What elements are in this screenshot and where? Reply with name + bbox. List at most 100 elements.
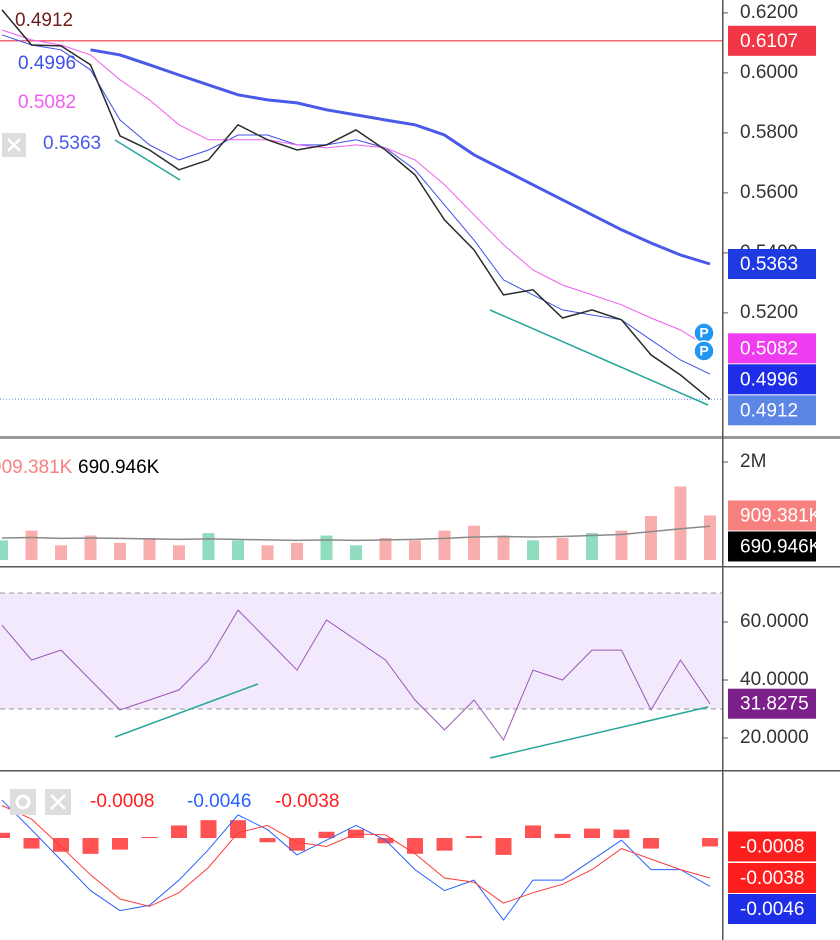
series-line	[90, 48, 711, 266]
histogram-bar	[702, 838, 718, 847]
histogram-bar	[0, 832, 10, 839]
volume-bar	[261, 545, 274, 560]
event-marker-label: P	[699, 325, 708, 341]
histogram-bar	[613, 829, 630, 839]
series-line	[1, 609, 711, 742]
histogram-bar	[436, 838, 453, 851]
volume-bar	[586, 533, 598, 560]
trend-line	[489, 309, 709, 406]
price-tag	[728, 862, 816, 893]
volume-bar	[704, 515, 716, 560]
volume-bar	[615, 530, 628, 560]
histogram-bar	[141, 837, 158, 839]
legend-value: 0.5082	[18, 92, 76, 113]
volume-bar	[202, 533, 215, 560]
volume-bar	[527, 540, 539, 560]
price-tag	[728, 893, 816, 924]
histogram-bar	[171, 825, 187, 839]
histogram-bar	[289, 838, 305, 851]
histogram-bar	[407, 838, 423, 854]
price-tag-label: 0.5363	[740, 254, 798, 275]
y-tick-label: 60.0000	[740, 611, 809, 632]
y-tick-label: 40.0000	[740, 669, 809, 690]
y-tick-label: 0.6200	[740, 2, 798, 23]
trend-line	[114, 683, 259, 738]
legend-value: 0.5363	[43, 133, 101, 154]
price-tag	[728, 249, 816, 279]
plot-area	[0, 9, 722, 921]
price-tag	[728, 25, 816, 56]
price-tag-label: -0.0008	[740, 836, 804, 857]
volume-bar	[173, 545, 185, 560]
volume-bar	[350, 545, 362, 560]
price-tag-label: 0.4912	[740, 400, 798, 421]
y-tick-label: 0.5800	[740, 122, 798, 143]
series-line	[1, 805, 711, 907]
price-tag	[728, 688, 816, 719]
histogram-bar	[200, 820, 217, 839]
pane-separator	[0, 566, 840, 568]
histogram-bar	[53, 838, 69, 852]
settings-icon	[15, 794, 31, 810]
histogram-bar	[82, 838, 99, 854]
legend-value: 909.381K	[0, 457, 73, 478]
volume-bar	[114, 542, 126, 560]
pane-separator	[0, 436, 840, 439]
volume-bar	[409, 540, 421, 560]
settings-button[interactable]	[10, 789, 36, 815]
histogram-bar	[554, 833, 571, 839]
histogram-bar	[495, 838, 512, 855]
price-tag	[728, 364, 816, 395]
event-marker-label: P	[699, 343, 708, 359]
volume-bar	[291, 542, 303, 560]
volume-bar	[645, 515, 657, 560]
histogram-bar	[584, 828, 600, 839]
y-tick-label: 0.5200	[740, 302, 798, 323]
legend-value: -0.0038	[275, 791, 339, 812]
trend-line	[114, 139, 181, 181]
legend-value: 690.946K	[78, 457, 160, 478]
histogram-bar	[643, 838, 659, 849]
histogram-bar	[23, 838, 40, 849]
y-tick-label: 0.5600	[740, 182, 798, 203]
histogram-bar	[230, 820, 246, 839]
legend-value: -0.0046	[187, 791, 251, 812]
volume-bar	[556, 537, 569, 560]
volume-bar	[232, 540, 244, 560]
trend-lines	[114, 139, 709, 759]
series-line	[1, 9, 711, 400]
price-tag-label: -0.0046	[740, 899, 804, 920]
histogram-bar	[318, 831, 335, 839]
series-line	[1, 34, 711, 375]
y-tick-label: 0.6000	[740, 62, 798, 83]
price-tag-label: -0.0038	[740, 868, 804, 889]
price-tag-label: 0.5082	[740, 338, 798, 359]
series-line	[1, 29, 711, 349]
volume-bar	[468, 525, 480, 560]
price-tag-label: 31.8275	[740, 694, 809, 715]
volume-bar	[320, 535, 333, 560]
price-tag-label: 0.6107	[740, 31, 798, 52]
trend-line	[489, 706, 709, 759]
volume-bar	[379, 537, 392, 560]
price-tag-label: 0.4996	[740, 369, 798, 390]
price-tag	[728, 831, 816, 862]
histogram-bar	[466, 835, 482, 839]
series-line	[1, 799, 711, 921]
price-tag	[728, 395, 816, 426]
volume-bar	[25, 530, 38, 560]
volume-bar	[143, 537, 156, 560]
close-icon	[7, 138, 21, 152]
price-tag-label: 690.946K	[740, 536, 822, 557]
histogram-bar	[259, 838, 276, 843]
price-axis-border	[722, 0, 724, 940]
price-tag	[728, 500, 816, 531]
histogram-bar	[112, 838, 128, 850]
price-tag	[728, 531, 816, 562]
pane-separator	[0, 770, 840, 772]
volume-bar	[55, 545, 67, 560]
volume-bar	[0, 540, 8, 560]
event-marker	[693, 340, 715, 362]
histogram-bar	[525, 825, 541, 839]
y-tick-label: 2M	[740, 451, 766, 472]
